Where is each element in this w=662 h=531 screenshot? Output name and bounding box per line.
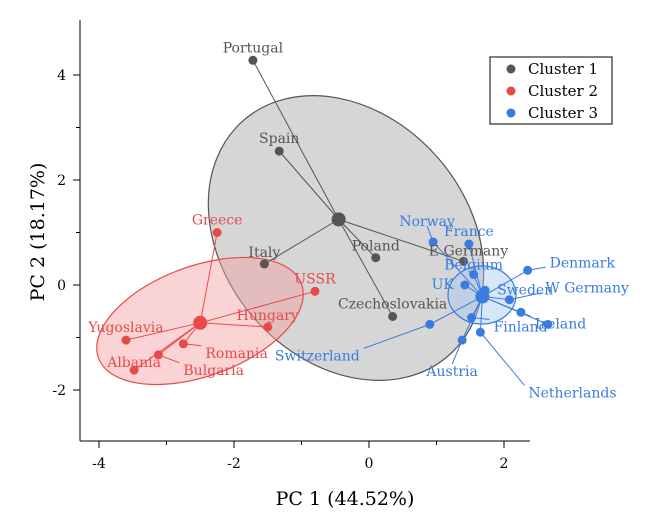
label-leader-line bbox=[426, 225, 434, 243]
y-axis-label: PC 2 (18.17%) bbox=[27, 163, 49, 302]
cluster-ellipse-1 bbox=[207, 95, 485, 381]
point-label: Sweden bbox=[497, 282, 553, 298]
spoke bbox=[482, 269, 528, 297]
legend-label: Cluster 2 bbox=[528, 82, 598, 100]
point-label: Ireland bbox=[535, 316, 586, 332]
cluster-spokes bbox=[125, 60, 549, 371]
data-point bbox=[259, 259, 269, 269]
point-label: Yugoslavia bbox=[87, 320, 163, 336]
label-leader-line bbox=[471, 317, 490, 321]
cluster-centroid bbox=[193, 315, 208, 330]
data-point bbox=[121, 335, 131, 345]
point-label: Spain bbox=[259, 131, 299, 147]
point-label: E Germany bbox=[429, 243, 508, 259]
spoke bbox=[252, 60, 340, 220]
spoke bbox=[199, 232, 218, 323]
point-label: Austria bbox=[425, 364, 477, 380]
legend-marker bbox=[506, 108, 516, 118]
data-point bbox=[274, 146, 284, 156]
point-label: Poland bbox=[352, 239, 400, 255]
cluster-centroid bbox=[475, 289, 490, 304]
x-tick-label: 2 bbox=[500, 456, 509, 472]
point-label: USSR bbox=[294, 271, 336, 287]
data-point bbox=[248, 55, 258, 65]
x-axis-label: PC 1 (44.52%) bbox=[276, 488, 415, 510]
point-label: France bbox=[444, 224, 494, 240]
data-point bbox=[543, 319, 553, 329]
y-tick-label: 4 bbox=[57, 68, 66, 84]
point-label: Portugal bbox=[223, 40, 284, 56]
point-label: UK bbox=[432, 277, 455, 293]
y-tick-label: -2 bbox=[52, 383, 66, 399]
axes: -4 -2 0 2 -2 0 2 4 bbox=[52, 20, 530, 472]
data-point bbox=[464, 239, 474, 249]
point-label: Denmark bbox=[550, 255, 616, 271]
spoke bbox=[200, 322, 268, 328]
point-label: Finland bbox=[494, 320, 548, 336]
data-point bbox=[371, 253, 381, 263]
point-label: Czechoslovakia bbox=[338, 297, 447, 313]
data-point bbox=[469, 270, 479, 279]
x-tick-label: -2 bbox=[227, 456, 241, 472]
label-leader-line bbox=[520, 311, 532, 317]
spoke bbox=[468, 243, 483, 297]
data-point bbox=[212, 228, 222, 237]
spoke bbox=[482, 296, 549, 325]
point-label: Italy bbox=[248, 245, 280, 261]
spoke bbox=[338, 219, 377, 259]
legend-label: Cluster 3 bbox=[528, 104, 598, 122]
spoke bbox=[338, 218, 464, 262]
spoke bbox=[338, 219, 394, 317]
label-leader-line bbox=[509, 292, 542, 301]
spoke bbox=[158, 322, 201, 356]
label-leader-line bbox=[479, 331, 525, 386]
point-label: W Germany bbox=[545, 281, 629, 297]
x-tick-label: -4 bbox=[92, 456, 106, 472]
point-label: Netherlands bbox=[528, 385, 616, 401]
spoke bbox=[429, 296, 483, 325]
x-tick-label: 0 bbox=[365, 456, 374, 472]
spoke bbox=[264, 218, 339, 265]
data-point bbox=[460, 280, 470, 290]
legend-marker bbox=[506, 64, 516, 74]
point-label: Greece bbox=[192, 213, 243, 229]
label-leader-line bbox=[363, 323, 430, 349]
spoke bbox=[432, 241, 483, 297]
legend-marker bbox=[506, 86, 516, 96]
data-point bbox=[263, 322, 273, 332]
point-labels: Portugal Spain Italy Poland Czechoslovakia E … bbox=[87, 40, 629, 401]
spoke bbox=[125, 322, 201, 341]
spoke bbox=[278, 150, 340, 220]
label-leader-line bbox=[527, 266, 546, 271]
label-leader-line bbox=[183, 343, 202, 347]
data-point bbox=[310, 286, 320, 296]
point-label: Romania bbox=[205, 346, 267, 362]
y-tick-label: 2 bbox=[57, 173, 66, 189]
point-label: Belgium bbox=[444, 258, 503, 274]
label-leader-line bbox=[158, 354, 180, 364]
point-label: Hungary bbox=[237, 308, 299, 324]
point-label: Norway bbox=[399, 214, 455, 230]
point-label: Switzerland bbox=[275, 348, 360, 364]
label-leader-line bbox=[451, 339, 463, 365]
data-point bbox=[129, 365, 139, 375]
point-label: Bulgaria bbox=[183, 363, 244, 379]
cluster-centroid bbox=[331, 212, 346, 227]
legend-label: Cluster 1 bbox=[528, 60, 598, 78]
data-point bbox=[459, 256, 468, 266]
point-label: Albania bbox=[106, 355, 161, 371]
data-point bbox=[388, 312, 398, 321]
spoke bbox=[200, 290, 316, 324]
legend: Cluster 1 Cluster 2 Cluster 3 bbox=[489, 56, 613, 125]
y-tick-label: 0 bbox=[57, 278, 66, 294]
